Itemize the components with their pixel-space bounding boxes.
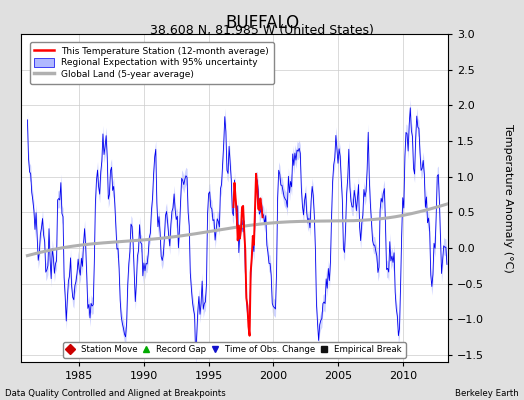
Text: BUFFALO: BUFFALO (225, 14, 299, 32)
Y-axis label: Temperature Anomaly (°C): Temperature Anomaly (°C) (504, 124, 514, 272)
Text: Berkeley Earth: Berkeley Earth (455, 389, 519, 398)
Text: 38.608 N, 81.985 W (United States): 38.608 N, 81.985 W (United States) (150, 24, 374, 37)
Text: Data Quality Controlled and Aligned at Breakpoints: Data Quality Controlled and Aligned at B… (5, 389, 226, 398)
Legend: Station Move, Record Gap, Time of Obs. Change, Empirical Break: Station Move, Record Gap, Time of Obs. C… (63, 342, 406, 358)
